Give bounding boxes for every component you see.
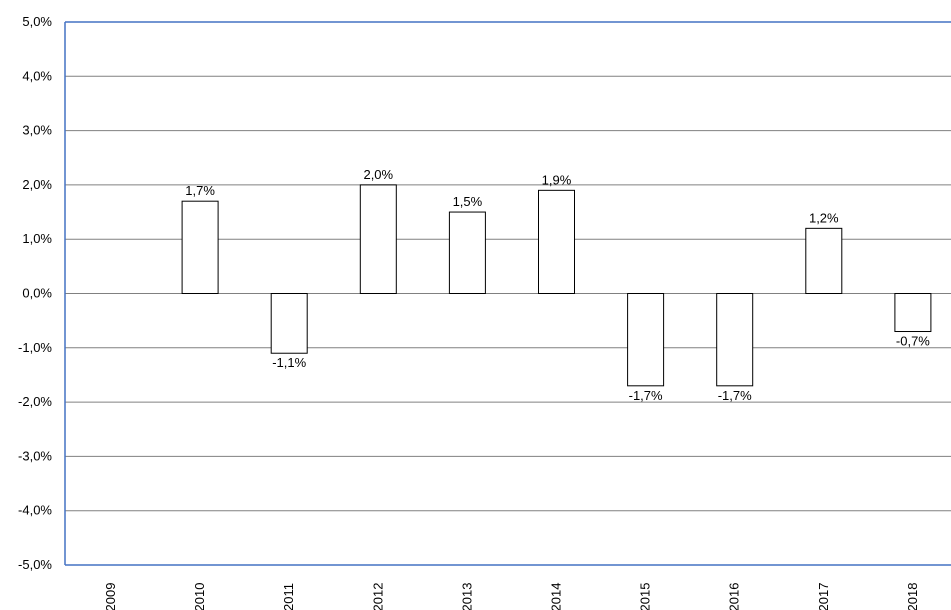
bar-2012 — [359, 184, 397, 294]
y-tick-label: -4,0% — [18, 503, 52, 518]
y-tick-label: 0,0% — [22, 286, 52, 301]
x-tick-label-2009: 2009 — [103, 583, 118, 610]
x-tick-label-2016: 2016 — [727, 583, 742, 610]
bar-2011 — [270, 293, 308, 354]
x-tick-label-2013: 2013 — [459, 583, 474, 610]
y-axis-tick-labels: 5,0% 4,0% 3,0% 2,0% 1,0% 0,0% -1,0% -2,0% -3,0% -… — [18, 14, 52, 572]
x-tick-label-2017: 2017 — [816, 583, 831, 610]
y-tick-label: -2,0% — [18, 394, 52, 409]
bar-2010 — [181, 200, 219, 294]
y-tick-label: 2,0% — [22, 177, 52, 192]
bars — [181, 184, 932, 387]
x-tick-label-2014: 2014 — [549, 583, 564, 610]
bar-2018 — [894, 293, 932, 333]
bar-2016 — [716, 293, 754, 387]
y-tick-label: 5,0% — [22, 14, 52, 29]
axes — [64, 21, 951, 566]
data-label-2018: -0,7% — [896, 334, 930, 349]
y-tick-label: 1,0% — [22, 231, 52, 246]
data-label-2010: 1,7% — [185, 183, 215, 198]
data-label-2015: -1,7% — [629, 388, 663, 403]
bar-2015 — [627, 293, 665, 387]
y-tick-label: -1,0% — [18, 340, 52, 355]
data-label-2014: 1,9% — [542, 172, 572, 187]
y-tick-label: 4,0% — [22, 68, 52, 83]
x-tick-label-2010: 2010 — [192, 583, 207, 610]
data-labels: 1,7% -1,1% 2,0% 1,5% 1,9% -1,7% -1,7% 1,2% -0,7% — [185, 167, 930, 403]
x-axis-tick-labels: 2009 2010 2011 2012 2013 2014 2015 2016 2017 2018 — [103, 583, 920, 610]
data-label-2017: 1,2% — [809, 210, 839, 225]
data-label-2011: -1,1% — [272, 355, 306, 370]
x-tick-label-2015: 2015 — [638, 583, 653, 610]
x-tick-label-2011: 2011 — [281, 583, 296, 610]
y-tick-label: -3,0% — [18, 448, 52, 463]
bar-2013 — [448, 211, 486, 294]
y-tick-label: -5,0% — [18, 557, 52, 572]
data-label-2012: 2,0% — [363, 167, 393, 182]
y-tick-label: 3,0% — [22, 123, 52, 138]
data-label-2013: 1,5% — [453, 194, 483, 209]
bar-2017 — [805, 227, 843, 294]
bar-2014 — [538, 189, 575, 294]
x-tick-label-2018: 2018 — [905, 583, 920, 610]
data-label-2016: -1,7% — [718, 388, 752, 403]
x-tick-label-2012: 2012 — [370, 583, 385, 610]
